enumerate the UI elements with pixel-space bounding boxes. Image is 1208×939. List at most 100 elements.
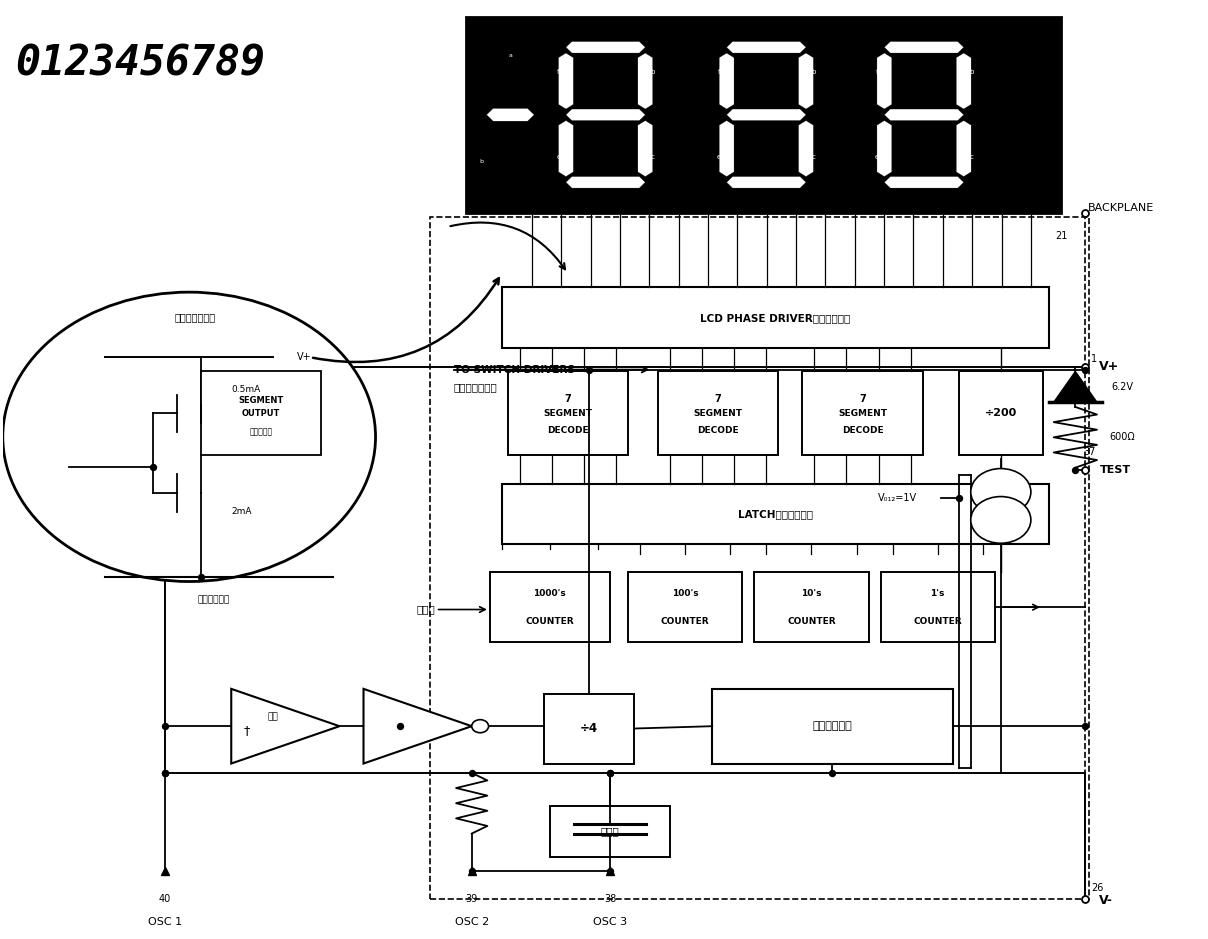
Bar: [430, 218, 1088, 899]
Text: 7: 7: [564, 394, 571, 405]
Bar: [501, 287, 1049, 348]
Text: b: b: [969, 69, 974, 75]
Bar: [628, 572, 742, 642]
Text: COUNTER: COUNTER: [661, 617, 709, 625]
Bar: [754, 572, 869, 642]
Polygon shape: [798, 120, 813, 177]
Text: V+: V+: [1099, 361, 1120, 374]
Polygon shape: [884, 177, 964, 188]
Text: 40: 40: [159, 894, 172, 904]
Text: d: d: [922, 180, 927, 187]
Polygon shape: [638, 53, 652, 109]
Text: 数字地: 数字地: [600, 826, 620, 837]
Polygon shape: [884, 109, 964, 120]
Text: 时钟: 时钟: [268, 713, 279, 721]
Text: BACKPLANE: BACKPLANE: [1087, 203, 1154, 213]
Text: a: a: [765, 43, 768, 49]
Polygon shape: [727, 177, 806, 188]
Polygon shape: [727, 41, 806, 53]
Text: 21: 21: [1055, 231, 1068, 241]
Text: OSC 3: OSC 3: [593, 917, 627, 927]
Text: LATCH（锁定电路）: LATCH（锁定电路）: [738, 509, 813, 519]
Text: COUNTER: COUNTER: [913, 617, 962, 625]
Text: V-: V-: [1099, 894, 1114, 907]
Text: g: g: [922, 112, 927, 117]
Text: 1's: 1's: [930, 589, 945, 598]
Text: d: d: [765, 180, 768, 187]
Bar: [550, 806, 670, 857]
Text: TO SWITCH DRIVERS: TO SWITCH DRIVERS: [454, 364, 575, 375]
Text: g: g: [765, 112, 768, 117]
Polygon shape: [798, 53, 813, 109]
Polygon shape: [364, 689, 472, 763]
Polygon shape: [558, 53, 574, 109]
Text: 0123456789: 0123456789: [14, 42, 265, 85]
Text: 100's: 100's: [672, 589, 698, 598]
Bar: [713, 689, 953, 763]
Text: 计数器: 计数器: [417, 605, 436, 614]
Polygon shape: [565, 41, 645, 53]
Text: a: a: [922, 43, 927, 49]
Text: 10's: 10's: [801, 589, 821, 598]
Text: e: e: [557, 154, 561, 161]
Circle shape: [472, 719, 488, 732]
Circle shape: [971, 469, 1030, 516]
Text: 7: 7: [859, 394, 866, 405]
Polygon shape: [565, 109, 645, 120]
Text: OSC 1: OSC 1: [149, 917, 182, 927]
Text: 来自比较器信号: 来自比较器信号: [454, 382, 498, 393]
Text: SEGMENT: SEGMENT: [239, 395, 284, 405]
Polygon shape: [1053, 372, 1097, 402]
Text: 6.2V: 6.2V: [1111, 382, 1133, 392]
Text: V₀₁₂=1V: V₀₁₂=1V: [877, 493, 917, 503]
Polygon shape: [877, 53, 892, 109]
Polygon shape: [638, 120, 652, 177]
Text: b: b: [812, 69, 815, 75]
Text: OUTPUT: OUTPUT: [242, 409, 280, 418]
Text: b: b: [650, 69, 655, 75]
Polygon shape: [487, 108, 534, 121]
Bar: [489, 572, 610, 642]
Text: 1000's: 1000's: [534, 589, 567, 598]
Bar: [658, 372, 778, 455]
Text: 1: 1: [1091, 354, 1097, 364]
Text: 逻辑控制电路: 逻辑控制电路: [813, 721, 853, 731]
Text: g: g: [604, 112, 608, 117]
Text: †: †: [244, 724, 250, 737]
Text: e: e: [875, 154, 879, 161]
Text: c: c: [969, 154, 974, 161]
Text: SEGMENT: SEGMENT: [693, 409, 743, 418]
Text: 0.5mA: 0.5mA: [231, 385, 261, 394]
Text: COUNTER: COUNTER: [525, 617, 574, 625]
Bar: [881, 572, 995, 642]
Text: d: d: [604, 180, 608, 187]
Text: DECODE: DECODE: [547, 425, 588, 435]
Text: COUNTER: COUNTER: [788, 617, 836, 625]
Text: ÷200: ÷200: [985, 408, 1017, 419]
Bar: [466, 17, 1061, 213]
Text: SEGMENT: SEGMENT: [544, 409, 592, 418]
Text: TEST: TEST: [1099, 466, 1131, 475]
Text: 2mA: 2mA: [231, 507, 251, 516]
Text: c: c: [812, 154, 815, 161]
Polygon shape: [727, 109, 806, 120]
Polygon shape: [957, 120, 971, 177]
Text: 26: 26: [1091, 883, 1103, 893]
Text: a: a: [604, 43, 608, 49]
Polygon shape: [565, 177, 645, 188]
Text: 39: 39: [465, 894, 478, 904]
Text: （段输出）: （段输出）: [250, 427, 273, 437]
Bar: [959, 372, 1043, 455]
Text: f: f: [876, 69, 878, 75]
Text: V+: V+: [297, 352, 312, 362]
Polygon shape: [877, 120, 892, 177]
Polygon shape: [231, 689, 339, 763]
Text: ÷4: ÷4: [580, 722, 598, 735]
Bar: [544, 694, 634, 763]
Text: 600Ω: 600Ω: [1109, 432, 1134, 442]
Text: f: f: [557, 69, 559, 75]
Text: DECODE: DECODE: [697, 425, 739, 435]
Bar: [802, 372, 923, 455]
Text: DECODE: DECODE: [842, 425, 883, 435]
Text: b: b: [480, 160, 483, 164]
